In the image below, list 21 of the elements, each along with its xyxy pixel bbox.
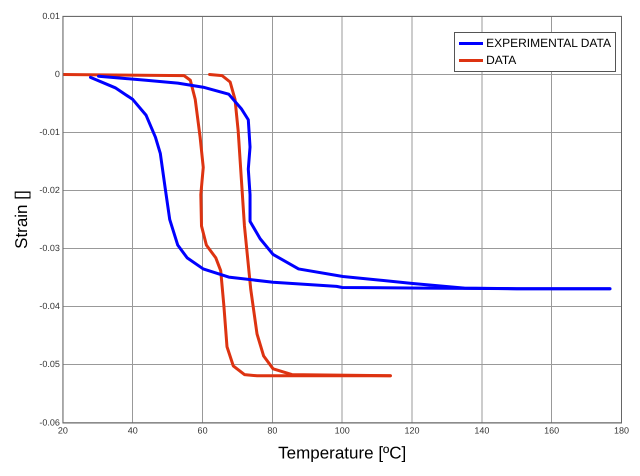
y-axis-title: Strain [] [12, 190, 31, 249]
y-tick-label: -0.02 [39, 185, 60, 196]
x-tick-label: 140 [474, 426, 490, 436]
x-tick-label: 40 [128, 426, 138, 436]
y-tick-label: -0.01 [39, 127, 60, 137]
x-tick-label: 160 [544, 426, 560, 436]
x-axis-title: Temperature [ºC] [278, 443, 406, 462]
x-tick-label: 120 [404, 426, 420, 436]
x-tick-label: 100 [334, 426, 350, 436]
y-tick-label: -0.06 [39, 417, 60, 428]
y-tick-label: -0.04 [39, 301, 60, 312]
legend-label: EXPERIMENTAL DATA [486, 35, 611, 52]
y-tick-label: 0.01 [42, 10, 60, 21]
x-tick-label: 20 [58, 426, 68, 436]
x-tick-label: 80 [267, 426, 278, 436]
legend-label: DATA [486, 52, 516, 69]
y-tick-label: -0.05 [39, 359, 60, 370]
x-tick-label: 60 [198, 426, 208, 436]
y-tick-label: 0 [54, 68, 60, 79]
x-tick-label: 180 [614, 426, 630, 436]
y-tick-label: -0.03 [39, 243, 60, 254]
